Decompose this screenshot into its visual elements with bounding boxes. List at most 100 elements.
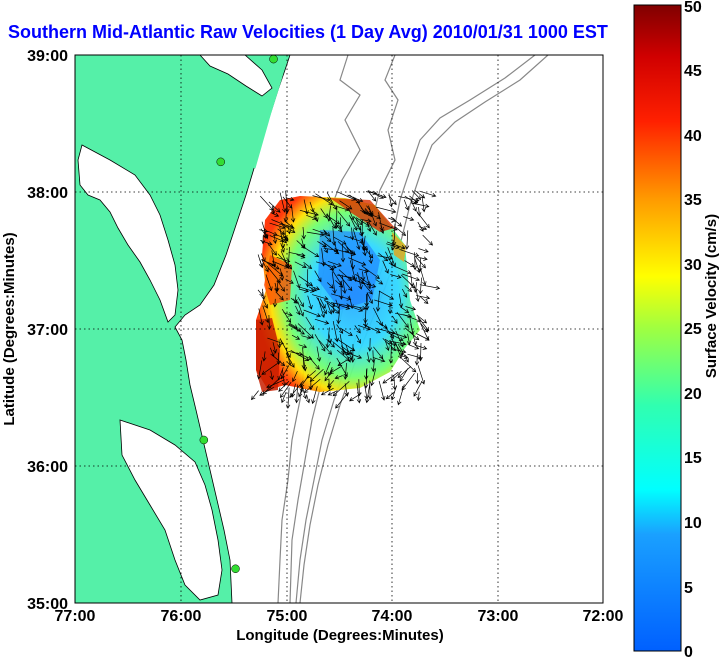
velocity-arrow: [349, 295, 354, 310]
x-tick-label: 75:00: [267, 608, 308, 625]
velocity-arrow: [263, 300, 268, 309]
velocity-arrow: [360, 271, 366, 282]
velocity-arrow: [334, 375, 343, 380]
velocity-arrow: [327, 390, 338, 396]
velocity-arrow: [336, 308, 341, 325]
velocity-arrow: [261, 288, 266, 301]
velocity-arrow: [368, 222, 377, 236]
velocity-arrow: [299, 286, 315, 293]
velocity-arrow: [269, 347, 275, 358]
velocity-arrow: [404, 195, 418, 205]
velocity-arrow: [371, 350, 376, 363]
velocity-arrow: [386, 241, 406, 250]
velocity-arrow: [395, 330, 404, 348]
velocity-arrow: [325, 327, 330, 349]
velocity-arrow: [368, 190, 384, 199]
velocity-arrow: [326, 300, 337, 307]
colorbar-tick: 10: [684, 515, 702, 532]
velocity-arrow: [418, 248, 429, 253]
velocity-arrow: [365, 383, 371, 404]
velocity-arrow: [361, 265, 380, 279]
velocity-arrow: [355, 217, 371, 227]
velocity-arrow: [366, 352, 371, 363]
velocity-arrow: [374, 299, 393, 307]
velocity-arrow: [402, 273, 420, 282]
velocity-arrow: [286, 246, 291, 270]
velocity-arrow: [368, 205, 378, 227]
velocity-arrow: [338, 273, 353, 292]
velocity-arrow: [380, 225, 385, 234]
velocity-arrow: [361, 237, 367, 252]
velocity-arrow: [375, 327, 396, 335]
velocity-arrow: [414, 353, 420, 366]
velocity-arrow: [339, 280, 344, 300]
velocity-arrow: [326, 192, 337, 211]
velocity-arrow: [421, 196, 426, 213]
velocity-arrow: [321, 248, 326, 267]
velocity-arrow: [319, 298, 326, 309]
velocity-arrow: [416, 314, 428, 324]
velocity-arrow: [332, 321, 339, 343]
velocity-arrow: [324, 361, 331, 376]
velocity-arrow: [376, 206, 397, 214]
velocity-arrow: [285, 387, 291, 409]
velocity-arrow: [409, 195, 419, 204]
station-marker: [216, 157, 225, 167]
map-title: Southern Mid-Atlantic Raw Velocities (1 …: [8, 22, 608, 42]
velocity-arrow: [290, 383, 296, 398]
velocity-arrow: [316, 296, 327, 315]
velocity-arrow: [286, 224, 292, 235]
y-tick-label: 36:00: [27, 459, 68, 476]
velocity-arrow: [257, 254, 264, 268]
velocity-arrow: [338, 217, 343, 230]
velocity-arrow: [359, 219, 365, 237]
velocity-arrow: [362, 246, 374, 259]
velocity-arrow: [392, 375, 397, 391]
velocity-arrow: [416, 211, 430, 229]
velocity-arrow: [314, 334, 326, 352]
velocity-arrow: [401, 358, 417, 373]
velocity-arrow: [296, 352, 313, 360]
velocity-arrow: [303, 199, 309, 215]
velocity-arrow: [422, 234, 434, 246]
velocity-arrow: [407, 353, 423, 360]
velocity-arrow: [293, 270, 301, 289]
velocity-arrow: [412, 252, 418, 271]
velocity-arrow: [276, 280, 285, 292]
velocity-arrow: [419, 284, 441, 291]
velocity-arrow: [314, 318, 330, 325]
velocity-arrow: [327, 333, 333, 344]
velocity-arrow: [258, 308, 264, 326]
velocity-arrow: [378, 290, 395, 300]
velocity-arrow: [403, 314, 422, 323]
velocity-arrow: [282, 196, 293, 209]
velocity-arrow: [354, 197, 366, 215]
velocity-arrow: [335, 299, 340, 310]
velocity-arrow: [272, 298, 278, 308]
velocity-arrow: [344, 383, 350, 397]
chesapeake-bay: [77, 144, 179, 323]
velocity-arrow: [370, 368, 377, 387]
velocity-arrow: [331, 227, 337, 246]
velocity-arrow: [387, 301, 393, 315]
velocity-arrow: [404, 327, 420, 341]
velocity-arrow: [418, 277, 423, 295]
velocity-arrow: [259, 386, 274, 396]
velocity-arrow: [251, 390, 259, 401]
x-tick-label: 76:00: [161, 608, 202, 625]
velocity-arrow: [284, 220, 294, 229]
velocity-arrow: [403, 216, 415, 222]
colorbar-tick: 0: [684, 644, 693, 659]
velocity-arrow: [318, 340, 333, 355]
velocity-arrow: [267, 230, 278, 236]
velocity-arrow: [400, 306, 410, 314]
velocity-arrow: [262, 305, 270, 324]
velocity-arrow: [298, 288, 310, 293]
velocity-arrow: [279, 268, 285, 281]
velocity-arrow: [309, 201, 315, 213]
velocity-arrow: [404, 285, 413, 292]
velocity-arrow: [306, 214, 317, 220]
velocity-arrow: [270, 212, 280, 217]
velocity-arrow: [285, 353, 295, 368]
velocity-arrow: [277, 367, 284, 381]
